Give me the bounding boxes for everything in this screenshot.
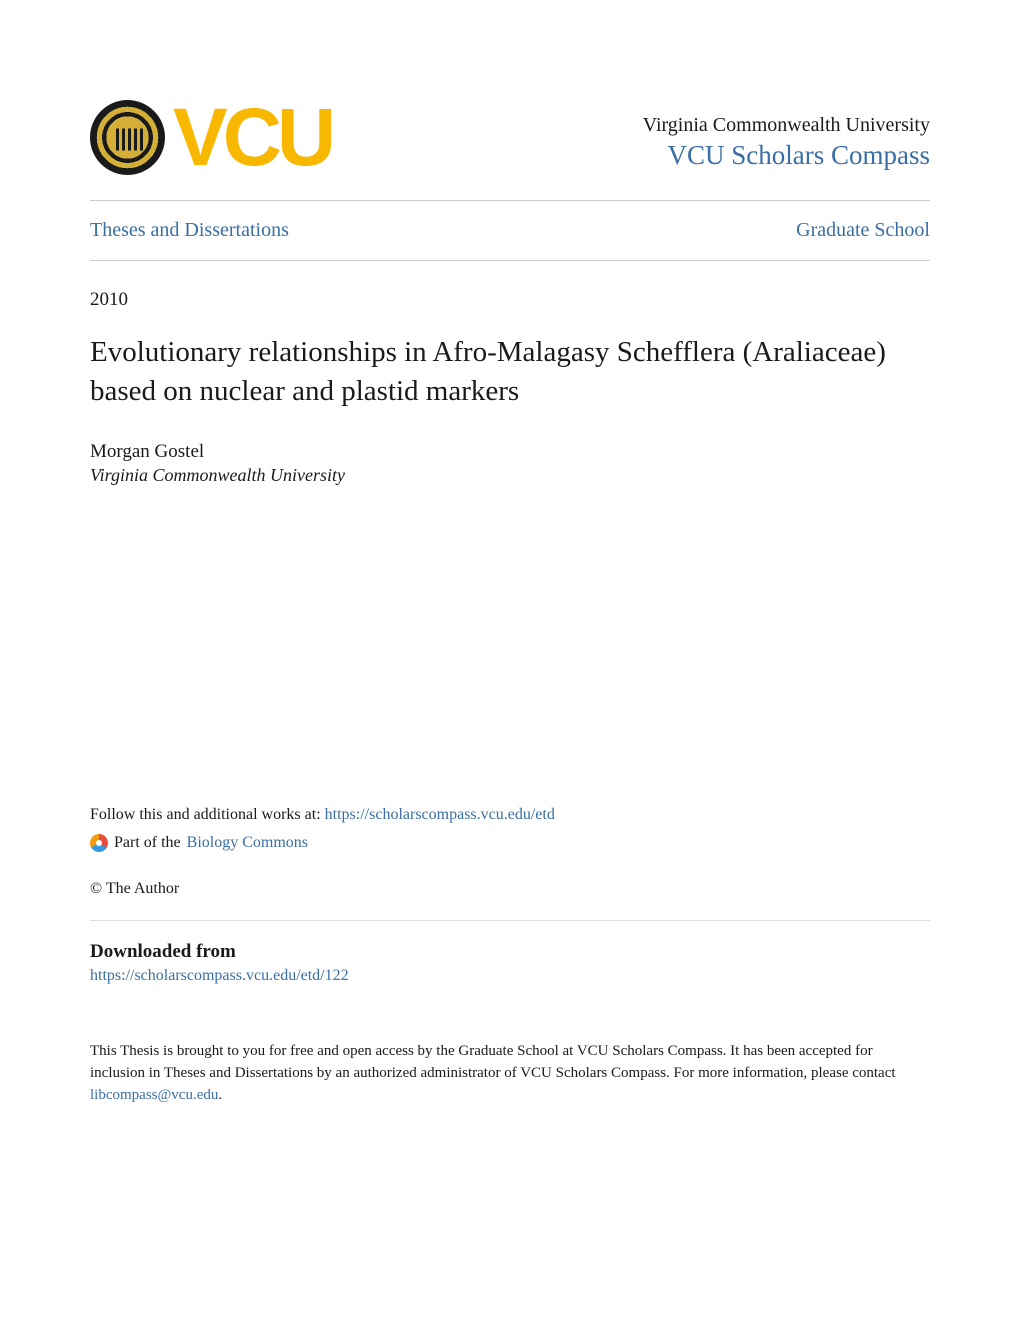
copyright-text: © The Author xyxy=(90,880,930,898)
follow-prefix: Follow this and additional works at: xyxy=(90,806,325,823)
author-affiliation: Virginia Commonwealth University xyxy=(90,465,930,486)
university-seal-icon xyxy=(90,100,165,175)
divider-nav xyxy=(90,260,930,261)
document-title: Evolutionary relationships in Afro-Malag… xyxy=(90,333,930,411)
part-of-section: Part of the Biology Commons xyxy=(90,834,930,852)
biology-commons-link[interactable]: Biology Commons xyxy=(187,834,308,852)
author-name: Morgan Gostel xyxy=(90,441,930,463)
header-section: VCU Virginia Commonwealth University VCU… xyxy=(90,100,930,175)
spacer xyxy=(90,486,930,806)
downloaded-url-link[interactable]: https://scholarscompass.vcu.edu/etd/122 xyxy=(90,967,349,984)
downloaded-from-heading: Downloaded from xyxy=(90,941,930,963)
institution-name: Virginia Commonwealth University xyxy=(643,114,930,137)
footer-text-after: . xyxy=(218,1087,222,1103)
logo-container: VCU xyxy=(90,100,331,175)
follow-url-link[interactable]: https://scholarscompass.vcu.edu/etd xyxy=(325,806,555,823)
footer-disclaimer: This Thesis is brought to you for free a… xyxy=(90,1041,930,1106)
divider-middle xyxy=(90,920,930,921)
publication-year: 2010 xyxy=(90,289,930,311)
graduate-school-link[interactable]: Graduate School xyxy=(796,219,930,242)
nav-section: Theses and Dissertations Graduate School xyxy=(90,201,930,260)
commons-icon xyxy=(90,834,108,852)
institution-info: Virginia Commonwealth University VCU Sch… xyxy=(643,114,930,175)
vcu-logo-text: VCU xyxy=(173,103,331,173)
downloaded-url: https://scholarscompass.vcu.edu/etd/122 xyxy=(90,967,930,985)
theses-link[interactable]: Theses and Dissertations xyxy=(90,219,289,242)
repository-name[interactable]: VCU Scholars Compass xyxy=(643,140,930,171)
footer-text-before: This Thesis is brought to you for free a… xyxy=(90,1043,896,1081)
part-of-prefix: Part of the xyxy=(114,834,181,852)
follow-works-text: Follow this and additional works at: htt… xyxy=(90,806,930,824)
contact-email-link[interactable]: libcompass@vcu.edu xyxy=(90,1087,218,1103)
